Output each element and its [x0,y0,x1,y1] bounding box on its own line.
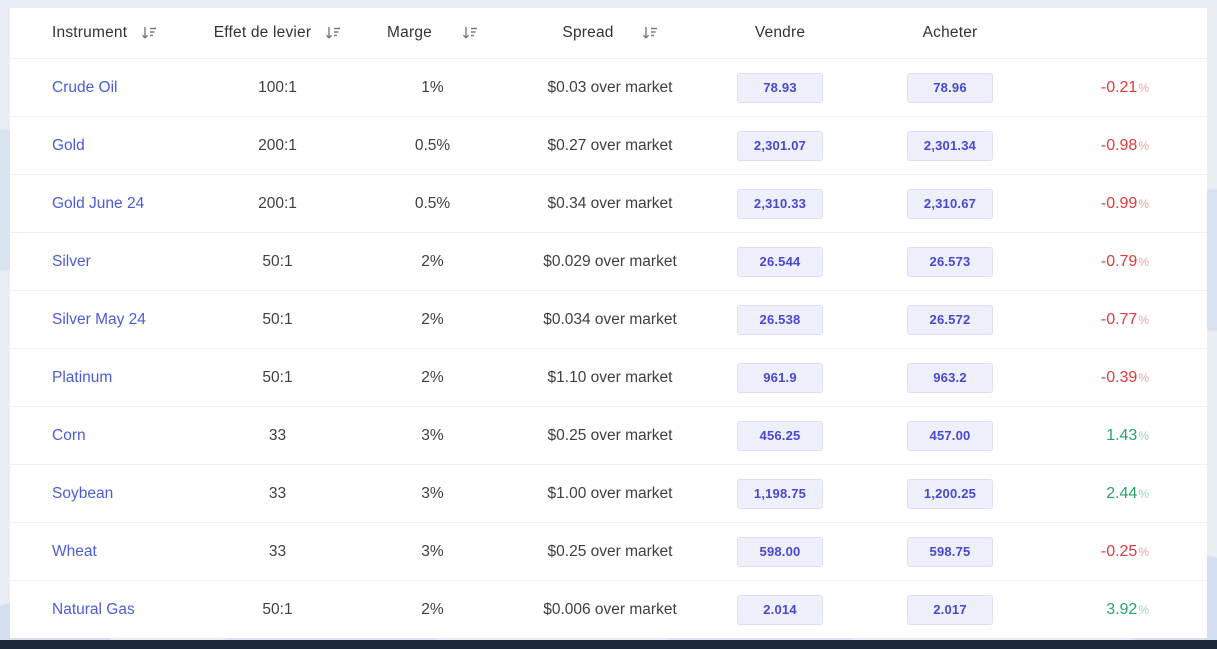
sell-button[interactable]: 26.544 [737,246,823,277]
margin-value: 0.5% [414,136,451,154]
leverage-value: 33 [268,484,287,502]
spread-value: $1.00 over market [547,484,673,502]
sell-button[interactable]: 1,198.75 [737,478,823,509]
buy-button[interactable]: 26.573 [907,246,993,277]
spread-value: $0.034 over market [543,310,677,328]
instrument-link[interactable]: Soybean [52,484,114,502]
change-percent: -0.21% [1100,78,1149,96]
change-percent: 2.44% [1106,484,1149,502]
leverage-value: 50:1 [262,310,293,328]
change-percent: -0.77% [1100,310,1149,328]
column-header-sell: Vendre [700,24,860,42]
change-percent: -0.99% [1100,194,1149,212]
buy-button[interactable]: 457.00 [907,420,993,451]
sell-button[interactable]: 2.014 [737,594,823,625]
table-row: Crude Oil 100:1 1% $0.03 over market 78.… [10,58,1207,116]
leverage-value: 33 [268,426,287,444]
column-label: Spread [562,24,614,41]
spread-value: $0.006 over market [543,600,677,618]
table-header-row: Instrument Effet de levier Marge Spread … [10,8,1207,58]
sort-icon[interactable] [141,26,157,40]
instrument-link[interactable]: Natural Gas [52,600,135,618]
buy-button[interactable]: 1,200.25 [907,478,993,509]
sort-icon[interactable] [325,26,341,40]
margin-value: 2% [421,368,444,386]
column-header-buy: Acheter [860,24,1040,42]
buy-button[interactable]: 78.96 [907,72,993,103]
sort-icon[interactable] [462,26,478,40]
column-header-leverage[interactable]: Effet de levier [210,24,345,42]
leverage-value: 50:1 [262,368,293,386]
instrument-link[interactable]: Gold June 24 [52,194,145,212]
instrument-link[interactable]: Silver May 24 [52,310,146,328]
column-label: Instrument [52,24,128,41]
sell-button[interactable]: 961.9 [737,362,823,393]
sell-button[interactable]: 598.00 [737,536,823,567]
spread-value: $0.25 over market [547,426,673,444]
table-row: Platinum 50:1 2% $1.10 over market 961.9… [10,348,1207,406]
leverage-value: 100:1 [258,78,297,96]
sell-button[interactable]: 78.93 [737,72,823,103]
instrument-link[interactable]: Wheat [52,542,97,560]
leverage-value: 33 [268,542,287,560]
leverage-value: 200:1 [258,136,297,154]
margin-value: 3% [421,542,444,560]
leverage-value: 200:1 [258,194,297,212]
bottom-bar [0,640,1217,649]
instruments-table: Instrument Effet de levier Marge Spread … [10,8,1207,638]
change-percent: 1.43% [1106,426,1149,444]
column-header-spread[interactable]: Spread [520,24,700,42]
buy-button[interactable]: 26.572 [907,304,993,335]
leverage-value: 50:1 [262,252,293,270]
spread-value: $0.34 over market [547,194,673,212]
table-row: Silver 50:1 2% $0.029 over market 26.544… [10,232,1207,290]
instrument-link[interactable]: Gold [52,136,85,154]
change-percent: -0.79% [1100,252,1149,270]
table-row: Corn 33 3% $0.25 over market 456.25 457.… [10,406,1207,464]
column-label: Marge [387,24,432,41]
buy-button[interactable]: 598.75 [907,536,993,567]
change-percent: -0.98% [1100,136,1149,154]
table-row: Gold 200:1 0.5% $0.27 over market 2,301.… [10,116,1207,174]
buy-button[interactable]: 963.2 [907,362,993,393]
margin-value: 3% [421,484,444,502]
table-row: Soybean 33 3% $1.00 over market 1,198.75… [10,464,1207,522]
instrument-link[interactable]: Corn [52,426,86,444]
column-label: Effet de levier [213,24,312,41]
table-row: Wheat 33 3% $0.25 over market 598.00 598… [10,522,1207,580]
sell-button[interactable]: 2,310.33 [737,188,823,219]
spread-value: $0.03 over market [547,78,673,96]
instrument-link[interactable]: Crude Oil [52,78,118,96]
spread-value: $1.10 over market [547,368,673,386]
instrument-link[interactable]: Silver [52,252,91,270]
buy-button[interactable]: 2,310.67 [907,188,993,219]
spread-value: $0.029 over market [543,252,677,270]
change-percent: 3.92% [1106,600,1149,618]
buy-button[interactable]: 2,301.34 [907,130,993,161]
table-row: Silver May 24 50:1 2% $0.034 over market… [10,290,1207,348]
column-label: Vendre [754,24,806,41]
margin-value: 2% [421,600,444,618]
column-header-instrument[interactable]: Instrument [10,24,210,42]
sort-icon[interactable] [642,26,658,40]
column-header-margin[interactable]: Marge [345,24,520,42]
sell-button[interactable]: 26.538 [737,304,823,335]
margin-value: 2% [421,310,444,328]
sell-button[interactable]: 456.25 [737,420,823,451]
margin-value: 3% [421,426,444,444]
leverage-value: 50:1 [262,600,293,618]
spread-value: $0.27 over market [547,136,673,154]
margin-value: 2% [421,252,444,270]
table-row: Gold June 24 200:1 0.5% $0.34 over marke… [10,174,1207,232]
change-percent: -0.25% [1100,542,1149,560]
spread-value: $0.25 over market [547,542,673,560]
margin-value: 1% [421,78,444,96]
instrument-link[interactable]: Platinum [52,368,113,386]
change-percent: -0.39% [1100,368,1149,386]
sell-button[interactable]: 2,301.07 [737,130,823,161]
buy-button[interactable]: 2.017 [907,594,993,625]
table-row: Natural Gas 50:1 2% $0.006 over market 2… [10,580,1207,638]
column-label: Acheter [922,24,978,41]
margin-value: 0.5% [414,194,451,212]
